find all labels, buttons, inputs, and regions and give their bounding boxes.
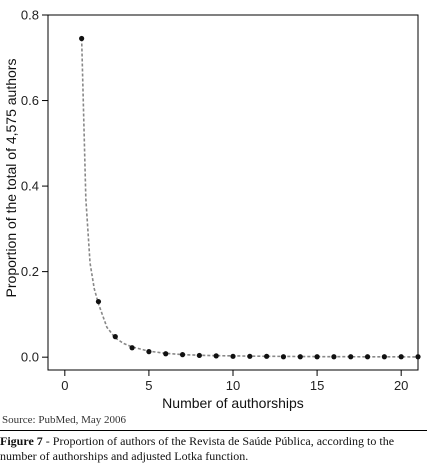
y-tick-label: 0.0: [21, 350, 39, 365]
x-tick-label: 5: [145, 378, 152, 393]
source-note: Source: PubMed, May 2006: [2, 414, 127, 426]
data-point: [280, 354, 287, 360]
data-point: [163, 351, 169, 357]
data-points: [79, 35, 421, 360]
y-tick-label: 0.8: [21, 8, 39, 23]
y-axis-title: Proportion of the total of 4,575 authors: [3, 59, 19, 298]
y-axis-ticks: 0.0 0.2 0.4 0.6 0.8: [21, 8, 48, 365]
x-axis-title: Number of authorships: [162, 395, 304, 411]
data-point: [196, 352, 202, 359]
data-point: [146, 349, 152, 355]
data-point: [129, 345, 135, 351]
x-tick-label: 20: [394, 378, 408, 393]
x-tick-label: 10: [226, 378, 240, 393]
data-point: [348, 354, 354, 360]
data-point: [230, 353, 236, 359]
data-point: [381, 354, 387, 360]
data-point: [79, 35, 85, 42]
lotka-fit-line: [80, 38, 419, 358]
data-point: [95, 298, 102, 305]
y-tick-label: 0.2: [21, 264, 39, 279]
data-point: [415, 354, 421, 360]
figure-caption-text: - Proportion of authors of the Revista d…: [0, 434, 395, 463]
data-point: [112, 334, 118, 340]
data-point: [398, 354, 404, 360]
figure-caption: Figure 7 - Proportion of authors of the …: [0, 430, 427, 464]
x-tick-label: 0: [61, 378, 68, 393]
data-point: [331, 354, 337, 360]
y-tick-label: 0.4: [21, 179, 39, 194]
x-tick-label: 15: [310, 378, 324, 393]
data-point: [314, 354, 320, 360]
data-point: [264, 353, 270, 359]
data-point: [247, 353, 253, 359]
lotka-chart: 0 5 10 15 20 0.0 0.2 0.4 0.6 0.8 Number of autho…: [3, 8, 421, 411]
data-point: [297, 354, 303, 360]
data-point: [364, 354, 371, 360]
x-axis-ticks: 0 5 10 15 20: [61, 370, 408, 393]
y-tick-label: 0.6: [21, 93, 39, 108]
data-point: [213, 353, 219, 359]
figure-label: Figure 7: [0, 434, 43, 448]
data-point: [179, 352, 186, 358]
